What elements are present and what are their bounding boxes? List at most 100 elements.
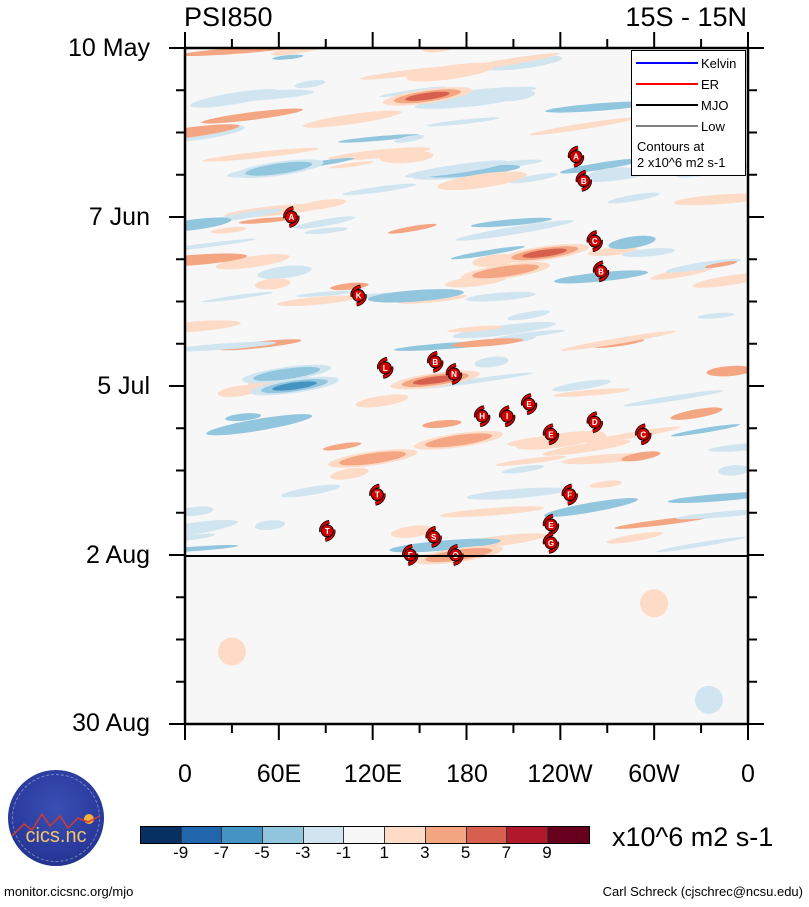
anomaly-streak [542, 440, 631, 456]
storm-label: A [573, 153, 579, 162]
anomaly-contour [694, 685, 723, 714]
storm-marker: N [445, 362, 463, 385]
anomaly-streak [387, 223, 437, 234]
anomaly-contour [640, 589, 669, 618]
storm-marker: B [575, 169, 592, 192]
storm-marker: E [542, 423, 560, 446]
anomaly-streak [390, 525, 434, 538]
anomaly-streak [587, 167, 633, 180]
storm-label: C [592, 237, 598, 246]
hurricane-icon-core [320, 524, 334, 538]
anomaly-contour [405, 91, 450, 101]
anomaly-contour [406, 62, 496, 82]
storm-label: A [288, 213, 294, 222]
anomaly-streak [451, 338, 524, 348]
storm-label: T [325, 527, 330, 536]
anomaly-streak [304, 227, 348, 235]
anomaly-streak [277, 295, 358, 307]
logo-text: cics.nc [25, 825, 87, 847]
anomaly-streak [389, 538, 501, 553]
legend-swatch [636, 62, 698, 64]
hurricane-icon-core [577, 174, 591, 188]
legend-note-line: Contours at [637, 139, 705, 154]
colorbar-swatch [303, 827, 345, 843]
anomaly-streak [215, 254, 290, 270]
x-tick-label: 120W [527, 760, 593, 788]
storm-label: F [567, 491, 572, 500]
y-tick-label: 2 Aug [86, 541, 150, 569]
storm-marker: K [350, 284, 367, 307]
anomaly-contour [522, 248, 567, 258]
anomaly-streak [623, 390, 724, 407]
hurricane-icon-core [563, 488, 577, 502]
storm-label: E [526, 400, 532, 409]
anomaly-streak [621, 451, 661, 462]
legend: Kelvin ER MJO Low Contours at 2 x10^6 m2… [631, 50, 746, 176]
legend-label: Kelvin [701, 55, 737, 71]
storm-label: G [548, 539, 554, 548]
anomaly-contour [217, 637, 246, 666]
storm-marker: D [586, 411, 603, 434]
anomaly-streak [338, 134, 420, 143]
anomaly-streak [585, 426, 681, 444]
legend-note-line: 2 x10^6 m2 s-1 [637, 155, 726, 170]
x-tick-label: 60W [628, 760, 680, 788]
anomaly-streak [281, 484, 341, 498]
anomaly-streak [708, 442, 748, 452]
anomaly-streak [297, 199, 347, 211]
sun-icon [84, 814, 94, 824]
footer-url[interactable]: monitor.cicsnc.org/mjo [4, 884, 134, 899]
anomaly-streak [452, 321, 557, 339]
storm-marker: S [425, 525, 442, 548]
y-tick-label: 10 May [68, 34, 150, 62]
hurricane-icon-core [447, 367, 461, 381]
anomaly-streak [202, 291, 273, 303]
colorbar-swatch [263, 827, 304, 843]
storm-marker: A [283, 206, 300, 228]
anomaly-streak [206, 414, 313, 436]
storm-marker: C [586, 230, 603, 253]
anomaly-streak [529, 117, 637, 136]
hurricane-icon-core [588, 415, 602, 429]
storm-label: H [479, 412, 485, 421]
hurricane-icon-core [500, 409, 514, 423]
anomaly-streak [502, 464, 545, 474]
footer-credit: Carl Schreck (cjschrec@ncsu.edu) [602, 884, 803, 899]
anomaly-streak [185, 320, 241, 333]
colorbar-swatch [425, 827, 467, 843]
chart-title-region: 15S - 15N [625, 2, 747, 32]
colorbar-swatch [385, 827, 426, 843]
anomaly-streak [465, 291, 536, 302]
legend-entry-mjo: MJO [636, 97, 728, 113]
anomaly-streak [394, 135, 425, 143]
anomaly-streak [509, 172, 558, 184]
anomaly-streak [718, 465, 748, 476]
colorbar-tick-label: -9 [173, 843, 189, 862]
anomaly-streak [330, 467, 369, 480]
colorbar-swatch [547, 827, 589, 843]
storm-marker: L [377, 356, 394, 379]
anomaly-streak [271, 48, 329, 56]
anomaly-streak [474, 356, 509, 368]
storm-label: L [383, 364, 388, 373]
storm-marker: B [427, 350, 444, 373]
anomaly-streak [545, 101, 654, 113]
x-tick-label: 0 [178, 760, 192, 788]
legend-label: ER [701, 76, 720, 92]
anomaly-streak [704, 261, 738, 269]
colorbar-tick-label: 7 [501, 843, 512, 862]
anomaly-streak [185, 544, 239, 553]
x-tick-label: 0 [741, 760, 755, 788]
anomaly-streak [367, 289, 464, 303]
anomaly-streak [447, 325, 504, 333]
hurricane-icon-core [284, 210, 298, 224]
logo-ring [12, 774, 100, 862]
anomaly-contour [272, 381, 317, 391]
storm-marker: G [542, 531, 560, 554]
colorbar-tick-label: -5 [254, 843, 270, 862]
anomaly-streak [202, 147, 319, 162]
storm-label: B [598, 267, 604, 276]
hurricane-icon-core [522, 397, 536, 411]
anomaly-streak [455, 220, 574, 241]
colorbar-swatch [222, 827, 264, 843]
